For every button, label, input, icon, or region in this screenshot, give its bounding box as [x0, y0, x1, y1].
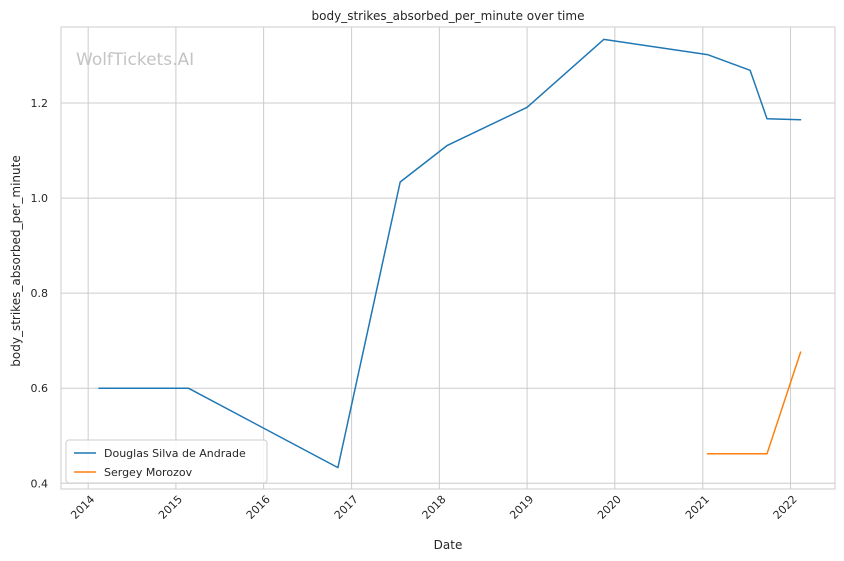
y-tick-labels: 0.4 0.6 0.8 1.0 1.2: [31, 97, 49, 490]
y-tick-label: 0.8: [31, 287, 49, 300]
x-tick-label: 2014: [68, 493, 97, 522]
x-tick-label: 2020: [595, 493, 624, 522]
plot-area: [61, 27, 835, 489]
watermark: WolfTickets.AI: [76, 50, 194, 70]
plot-frame: [60, 26, 836, 490]
y-tick-label: 0.6: [31, 382, 49, 395]
y-tick-label: 0.4: [31, 477, 49, 490]
x-tick-label: 2015: [156, 493, 185, 522]
series-layer: [98, 38, 802, 469]
series-line-2: [706, 351, 802, 455]
series-line-1: [98, 38, 802, 469]
x-tick-labels: 2014 2015 2016 2017 2018 2019 2020 2021 2022: [68, 493, 799, 522]
y-tick-label: 1.0: [31, 192, 49, 205]
y-axis-label: body_strikes_absorbed_per_minute: [9, 155, 23, 366]
legend-box: [65, 439, 268, 484]
x-tick-label: 2021: [683, 493, 712, 522]
x-tick-label: 2022: [771, 493, 800, 522]
x-axis-label: Date: [434, 538, 463, 552]
legend-label: Sergey Morozov: [104, 466, 193, 479]
x-tick-label: 2018: [420, 493, 449, 522]
legend-label: Douglas Silva de Andrade: [104, 447, 246, 460]
x-tick-label: 2017: [332, 493, 361, 522]
chart-title: body_strikes_absorbed_per_minute over ti…: [312, 9, 585, 23]
legend: Douglas Silva de Andrade Sergey Morozov: [65, 439, 268, 484]
y-tick-label: 1.2: [31, 97, 49, 110]
x-tick-label: 2016: [244, 493, 273, 522]
x-tick-label: 2019: [507, 493, 536, 522]
